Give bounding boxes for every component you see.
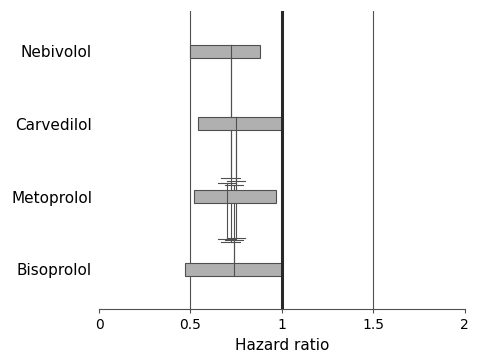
Bar	[194, 190, 276, 203]
X-axis label: Hazard ratio: Hazard ratio	[235, 338, 329, 353]
Bar	[185, 263, 282, 276]
Bar	[198, 117, 282, 130]
Bar	[191, 44, 260, 58]
